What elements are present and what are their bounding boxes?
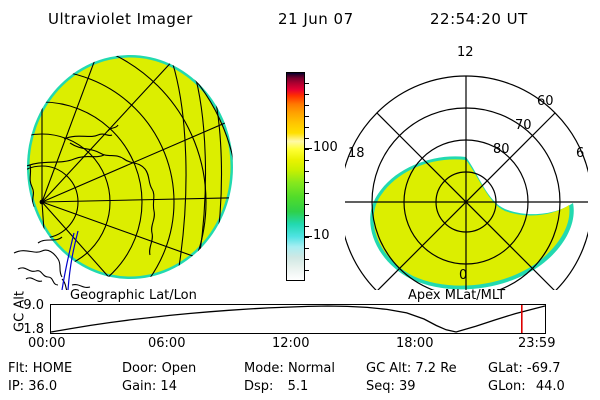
colorbar-minor-tick [305, 204, 309, 205]
colorbar-minor-tick [305, 116, 309, 117]
status-dsp: Dsp: 5.1 [244, 379, 308, 394]
mlt-spokes [345, 76, 588, 290]
colorbar-minor-tick [305, 215, 309, 216]
colorbar-minor-tick [305, 193, 309, 194]
mlat-label-60: 60 [537, 94, 554, 109]
pole-marker [39, 199, 45, 205]
strip-xtick-2: 12:00 [272, 336, 310, 351]
colorbar-minor-tick [305, 94, 309, 95]
earth-disk-fill [29, 57, 231, 277]
instrument-title: Ultraviolet Imager [48, 10, 193, 28]
status-gain-value: 14 [160, 379, 177, 394]
colorbar-tick-label-10: 10 [313, 228, 330, 244]
colorbar-minor-tick [305, 105, 309, 106]
colorbar-minor-tick [305, 182, 309, 183]
colorbar-major-tick-10 [305, 236, 312, 238]
strip-xtick-0: 00:00 [28, 336, 66, 351]
terminator-line-2 [67, 230, 79, 290]
colorbar-minor-tick [305, 270, 309, 271]
geographic-disk [12, 47, 255, 290]
header-bar: Ultraviolet Imager 21 Jun 07 22:54:20 UT [0, 6, 600, 32]
status-glat-value: -69.7 [526, 361, 561, 376]
status-flight-label: Flt: [8, 361, 29, 376]
colorbar-minor-tick [305, 237, 309, 238]
mlat-label-80: 80 [493, 142, 510, 157]
strip-ytick-high: 9.0 [23, 298, 44, 313]
colorbar-minor-tick [305, 171, 309, 172]
mlt-label-12: 12 [457, 45, 474, 60]
colorbar-minor-tick [305, 138, 309, 139]
colorbar-major-tick-100 [305, 148, 312, 150]
status-glat-label: GLat: [488, 361, 523, 376]
strip-ytick-low: 1.8 [23, 322, 44, 337]
status-glon-label: GLon: [488, 379, 526, 394]
status-dsp-value: 5.1 [287, 379, 309, 394]
geographic-image-panel[interactable] [12, 47, 255, 290]
strip-plot-area[interactable] [50, 304, 546, 334]
status-door-value: Open [161, 361, 197, 376]
mlt-label-18: 18 [348, 146, 365, 161]
status-seq-value: 39 [399, 379, 416, 394]
strip-xtick-1: 06:00 [148, 336, 186, 351]
terminator-line [61, 232, 75, 290]
geographic-svg [13, 55, 233, 290]
colorbar-minor-tick [305, 160, 309, 161]
colorbar-gradient [287, 73, 304, 280]
mlt-label-0: 0 [459, 268, 468, 283]
mlt-label-6: 6 [576, 146, 585, 161]
status-mode: Mode: Normal [244, 361, 335, 376]
apex-mlt-panel[interactable]: 12 6 0 18 60 70 80 [345, 45, 588, 290]
observation-time: 22:54:20 UT [430, 10, 528, 28]
orbit-altitude-trace [50, 305, 546, 333]
mlt-dial-svg [345, 75, 588, 290]
coastline-inner [27, 124, 155, 256]
orbit-polyline [50, 305, 546, 333]
status-flight-value: HOME [32, 361, 73, 376]
status-ip-value: 36.0 [28, 379, 58, 394]
strip-xtick-4: 23:59 [518, 336, 556, 351]
status-door-label: Door: [122, 361, 158, 376]
colorbar-minor-tick [305, 226, 309, 227]
status-mode-label: Mode: [244, 361, 284, 376]
status-glon: GLon: 44.0 [488, 379, 565, 394]
fov-fill [373, 159, 570, 286]
mlat-label-70: 70 [515, 118, 532, 133]
status-dsp-label: Dsp: [244, 379, 274, 394]
colorbar-gradient-box [286, 72, 305, 281]
status-bar: Flt: HOME Door: Open Mode: Normal GC Alt… [0, 358, 600, 398]
colorbar-minor-tick [305, 127, 309, 128]
status-gain: Gain: 14 [122, 379, 177, 394]
status-gc-alt-label: GC Alt: [366, 361, 412, 376]
colorbar-minor-tick [305, 149, 309, 150]
mlt-panel-title: Apex MLat/MLT [408, 288, 506, 303]
colorbar-minor-tick [305, 83, 309, 84]
status-gc-alt-value: 7.2 Re [415, 361, 457, 376]
status-flight: Flt: HOME [8, 361, 72, 376]
status-door: Door: Open [122, 361, 196, 376]
status-gc-alt: GC Alt: 7.2 Re [366, 361, 457, 376]
status-mode-value: Normal [287, 361, 335, 376]
strip-xtick-3: 18:00 [396, 336, 434, 351]
colorbar-minor-tick [305, 248, 309, 249]
colorbar-minor-tick [305, 259, 309, 260]
status-ip-label: IP: [8, 379, 25, 394]
status-seq: Seq: 39 [366, 379, 416, 394]
altitude-strip-chart[interactable]: GC Alt Geographic Lat/Lon Apex MLat/MLT … [0, 288, 600, 354]
status-glon-value: 44.0 [535, 379, 565, 394]
status-gain-label: Gain: [122, 379, 157, 394]
status-ip: IP: 36.0 [8, 379, 57, 394]
geo-panel-title: Geographic Lat/Lon [70, 288, 197, 303]
observation-date: 21 Jun 07 [278, 10, 354, 28]
colorbar-tick-label-100: 100 [313, 140, 338, 156]
status-glat: GLat: -69.7 [488, 361, 561, 376]
status-seq-label: Seq: [366, 379, 395, 394]
